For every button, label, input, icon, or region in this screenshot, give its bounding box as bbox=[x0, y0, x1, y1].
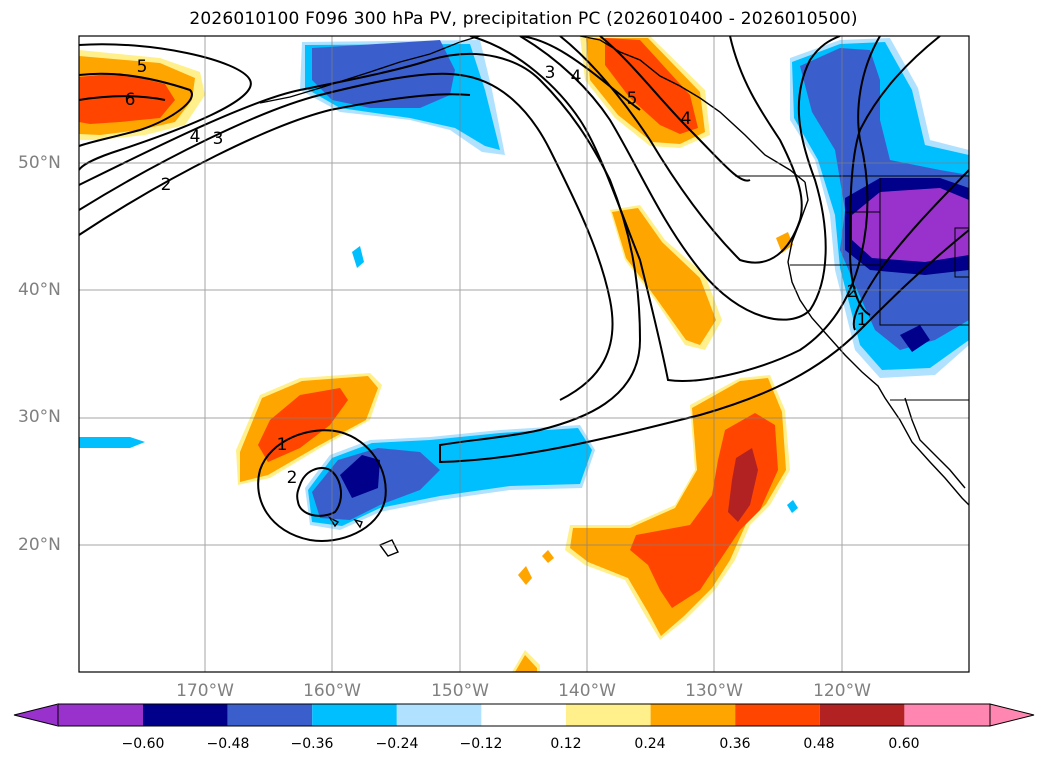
colorbar-swatch bbox=[566, 704, 651, 726]
colorbar bbox=[13, 703, 1035, 727]
precip-anomaly-positive-offshore bbox=[610, 205, 793, 350]
lon-label: 140°W bbox=[558, 681, 616, 701]
colorbar-tick-label: 0.12 bbox=[550, 736, 582, 752]
map-frame bbox=[78, 35, 970, 673]
colorbar-swatch bbox=[396, 704, 482, 726]
contour-labels: 5 6 4 3 2 3 4 5 4 2 1 1 2 bbox=[125, 57, 868, 488]
gridlines bbox=[79, 36, 969, 672]
contour-label: 5 bbox=[627, 89, 638, 109]
contour-label: 3 bbox=[213, 129, 224, 149]
colorbar-swatch bbox=[143, 704, 228, 726]
contour-label: 2 bbox=[847, 282, 858, 302]
map-title: 2026010100 F096 300 hPa PV, precipitatio… bbox=[189, 9, 858, 29]
contour-label: 2 bbox=[161, 175, 172, 195]
colorbar-tick-label: −0.60 bbox=[121, 736, 165, 752]
colorbar-outline bbox=[57, 703, 991, 727]
contour-label: 1 bbox=[277, 435, 288, 455]
colorbar-swatch bbox=[735, 704, 820, 726]
contour-label: 5 bbox=[137, 57, 148, 77]
contour-label: 6 bbox=[125, 90, 136, 110]
contour-label: 3 bbox=[545, 63, 556, 83]
lon-label: 130°W bbox=[685, 681, 743, 701]
colorbar-tick-label: 0.60 bbox=[888, 736, 920, 752]
colorbar-swatch bbox=[312, 704, 397, 726]
colorbar-swatch bbox=[650, 704, 736, 726]
colorbar-tick-label: −0.12 bbox=[459, 736, 503, 752]
colorbar-tick-label: −0.24 bbox=[375, 736, 419, 752]
lat-label: 30°N bbox=[18, 407, 61, 427]
colorbar-tick-label: −0.36 bbox=[290, 736, 334, 752]
lat-label: 20°N bbox=[18, 535, 61, 555]
pv-contours bbox=[79, 36, 969, 542]
colorbar-swatch bbox=[227, 704, 313, 726]
colorbar-tick-label: 0.24 bbox=[634, 736, 666, 752]
colorbar-tick-label: 0.36 bbox=[719, 736, 751, 752]
map-plot-area: 5 6 4 3 2 3 4 5 4 2 1 1 2 bbox=[79, 36, 969, 672]
colorbar-tick-label: 0.48 bbox=[803, 736, 835, 752]
contour-label: 2 bbox=[287, 468, 298, 488]
colorbar-swatch bbox=[57, 704, 143, 726]
precip-anomaly-positive-nw bbox=[79, 50, 205, 140]
colorbar-swatch bbox=[819, 704, 905, 726]
precip-anomaly-positive-subtropical-east bbox=[512, 375, 790, 672]
lat-label: 40°N bbox=[18, 280, 61, 300]
colorbar-swatch bbox=[904, 704, 990, 726]
lon-label: 170°W bbox=[176, 681, 234, 701]
lon-label: 120°W bbox=[813, 681, 871, 701]
lat-label: 50°N bbox=[18, 153, 61, 173]
lon-label: 150°W bbox=[431, 681, 489, 701]
colorbar-arrow-max bbox=[989, 703, 1035, 727]
colorbar-tick-label: −0.48 bbox=[206, 736, 250, 752]
colorbar-arrow-min bbox=[13, 703, 59, 727]
precip-anomaly-negative-subtropical bbox=[79, 246, 798, 530]
contour-label: 1 bbox=[857, 310, 868, 330]
colorbar-swatch bbox=[481, 704, 566, 726]
contour-label: 4 bbox=[571, 67, 582, 87]
contour-label: 4 bbox=[681, 109, 692, 129]
lon-label: 160°W bbox=[303, 681, 361, 701]
contour-label: 4 bbox=[190, 127, 201, 147]
